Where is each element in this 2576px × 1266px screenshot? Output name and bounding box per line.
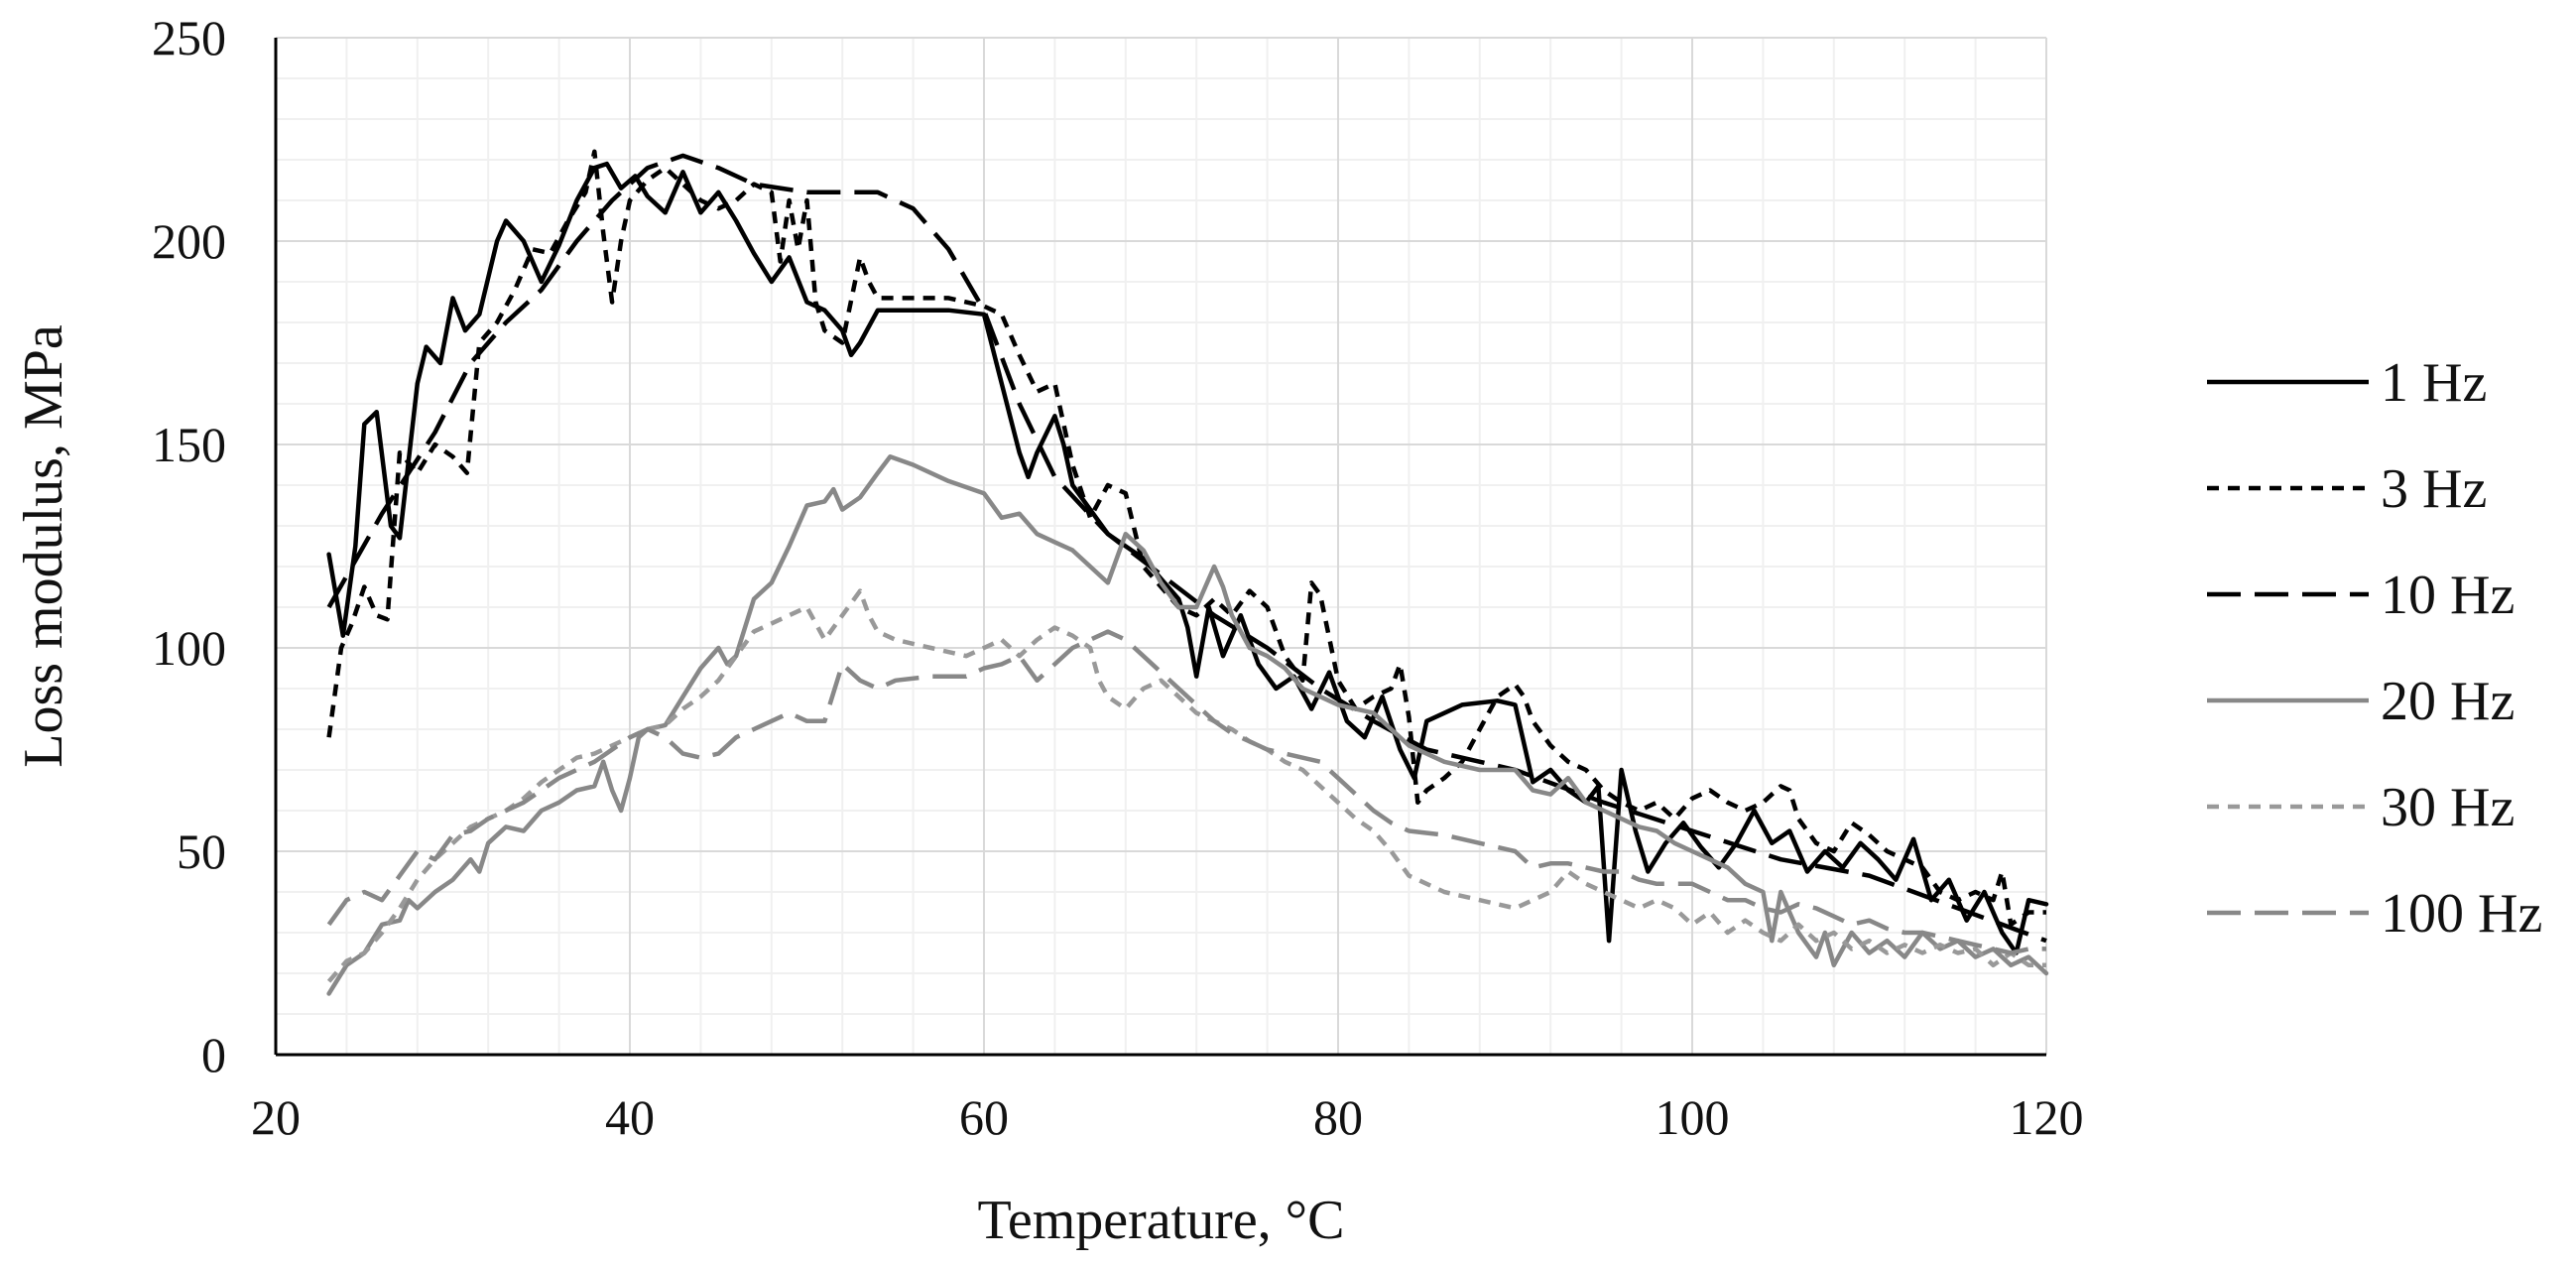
y-tick-label: 200 bbox=[152, 213, 226, 269]
legend: 1 Hz 3 Hz 10 Hz 20 Hz 30 Hz 100 Hz bbox=[2207, 352, 2542, 945]
legend-label: 20 Hz bbox=[2381, 671, 2515, 732]
series-line-20-hz bbox=[326, 454, 2049, 996]
axes bbox=[274, 38, 2046, 1057]
x-tick-label: 100 bbox=[1656, 1089, 1730, 1145]
x-tick-label: 20 bbox=[251, 1089, 301, 1145]
y-axis-title: Loss modulus, MPa bbox=[13, 324, 74, 768]
legend-label: 100 Hz bbox=[2381, 883, 2542, 945]
x-tick-label: 80 bbox=[1313, 1089, 1363, 1145]
series-lines bbox=[326, 149, 2049, 996]
legend-label: 1 Hz bbox=[2381, 352, 2487, 414]
y-tick-label: 50 bbox=[177, 823, 226, 879]
x-tick-label: 40 bbox=[605, 1089, 655, 1145]
legend-label: 30 Hz bbox=[2381, 777, 2515, 838]
series-line-30-hz bbox=[326, 588, 2046, 983]
x-tick-label: 60 bbox=[959, 1089, 1009, 1145]
y-tick-label: 250 bbox=[152, 10, 226, 65]
legend-label: 3 Hz bbox=[2381, 458, 2487, 520]
grid bbox=[276, 37, 2047, 1055]
series-line-100-hz bbox=[326, 629, 2046, 955]
y-tick-label: 150 bbox=[152, 417, 226, 472]
y-tick-label: 0 bbox=[201, 1027, 226, 1082]
tick-labels: 20 40 60 80 100 120 0 50 100 150 200 250 bbox=[152, 10, 2084, 1145]
legend-label: 10 Hz bbox=[2381, 565, 2515, 626]
series-line-3-hz bbox=[326, 149, 2046, 928]
x-tick-label: 120 bbox=[2010, 1089, 2084, 1145]
series-line-10-hz bbox=[326, 153, 2047, 944]
series-line-1-hz bbox=[326, 161, 2049, 955]
y-tick-label: 100 bbox=[152, 620, 226, 676]
x-axis-title: Temperature, °C bbox=[978, 1190, 1345, 1251]
